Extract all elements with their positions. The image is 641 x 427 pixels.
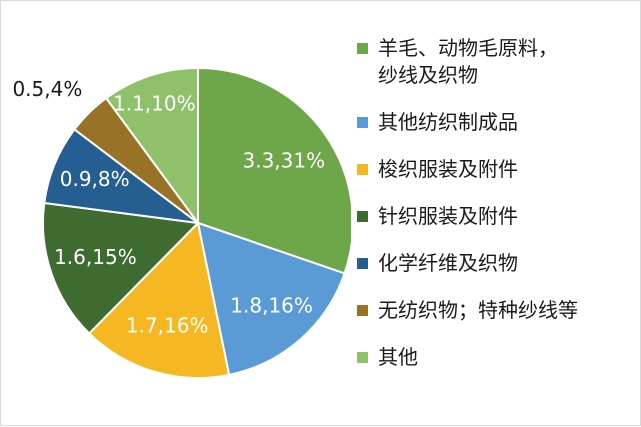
pie-slice [197,66,351,275]
pie-slice [87,220,231,380]
pie-slice [104,66,199,227]
legend-item: 其他纺织制成品 [357,109,637,136]
pie-slice [196,221,346,377]
legend-label: 梭织服装及附件 [378,157,518,181]
legend-label: 羊毛、动物毛原料， 纱线及织物 [378,36,558,87]
legend-item: 其他 [357,344,637,371]
legend-swatch [357,258,368,269]
legend-label: 无纺织物；特种纱线等 [378,298,578,322]
legend-label: 其他 [378,345,418,369]
legend-swatch [357,117,368,128]
legend-label: 针织服装及附件 [378,204,518,228]
slice-data-label: 1.6,15% [54,245,137,269]
legend-label: 化学纤维及织物 [378,251,518,275]
pie-slices [41,66,351,380]
pie-data-labels: 3.3,31% 1.8,16% 1.7,16% 1.6,15% 0.9,8% 0.5,4%… [12,77,325,338]
legend-swatch [357,352,368,363]
legend-item: 无纺织物；特种纱线等 [357,297,637,324]
slice-data-label: 0.9,8% [60,167,130,191]
slice-data-label: 1.8,16% [230,293,313,317]
slice-data-label: 1.7,16% [126,314,209,338]
slice-data-label: 1.1,10% [113,92,196,116]
pie-slice [41,201,201,335]
legend-swatch [357,164,368,175]
legend-label: 其他纺织制成品 [378,110,518,134]
legend-swatch [357,43,368,54]
legend-swatch [357,305,368,316]
legend-swatch [357,211,368,222]
legend-item: 梭织服装及附件 [357,156,637,183]
legend: 羊毛、动物毛原料， 纱线及织物 其他纺织制成品 梭织服装及附件 针织服装及附件 … [357,35,637,391]
legend-item: 化学纤维及织物 [357,250,637,277]
legend-item: 羊毛、动物毛原料， 纱线及织物 [357,35,637,89]
pie-chart: 3.3,31% 1.8,16% 1.7,16% 1.6,15% 0.9,8% 0.5,4%… [12,66,351,380]
slice-data-label: 0.5,4% [12,77,82,101]
legend-item: 针织服装及附件 [357,203,637,230]
slice-data-label: 3.3,31% [242,148,325,172]
